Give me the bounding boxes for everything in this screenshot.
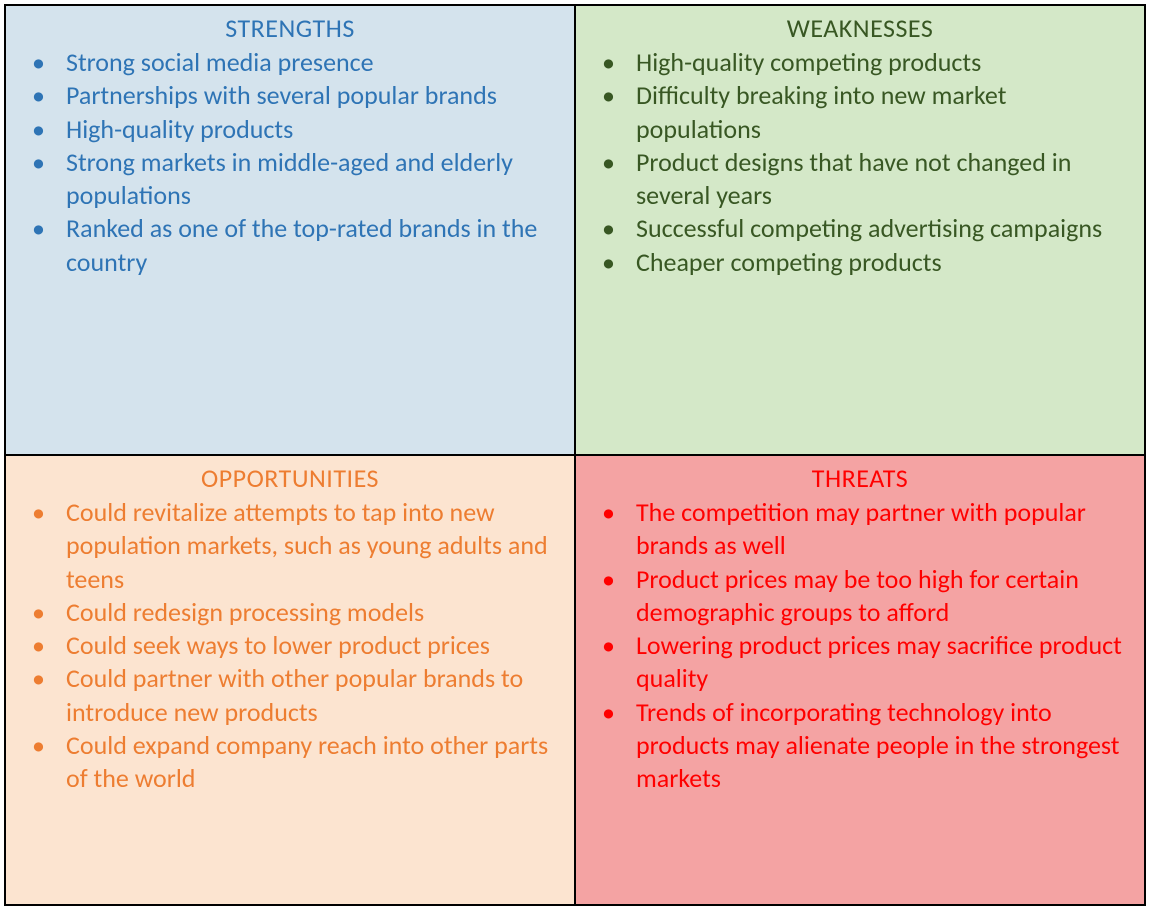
list-item: Cheaper competing products: [620, 246, 1130, 279]
strengths-list: Strong social media presencePartnerships…: [20, 46, 560, 279]
opportunities-title: OPPORTUNITIES: [20, 462, 560, 494]
list-item: High-quality products: [50, 113, 560, 146]
list-item: Ranked as one of the top-rated brands in…: [50, 212, 560, 279]
weaknesses-title: WEAKNESSES: [590, 12, 1130, 44]
list-item: Could seek ways to lower product prices: [50, 629, 560, 662]
list-item: High-quality competing products: [620, 46, 1130, 79]
strengths-title: STRENGTHS: [20, 12, 560, 44]
list-item: Product designs that have not changed in…: [620, 146, 1130, 213]
opportunities-list: Could revitalize attempts to tap into ne…: [20, 496, 560, 795]
list-item: Strong markets in middle-aged and elderl…: [50, 146, 560, 213]
swot-matrix: STRENGTHS Strong social media presencePa…: [4, 4, 1146, 906]
quadrant-weaknesses: WEAKNESSES High-quality competing produc…: [575, 5, 1145, 455]
list-item: The competition may partner with popular…: [620, 496, 1130, 563]
list-item: Product prices may be too high for certa…: [620, 563, 1130, 630]
list-item: Could redesign processing models: [50, 596, 560, 629]
weaknesses-list: High-quality competing productsDifficult…: [590, 46, 1130, 279]
quadrant-strengths: STRENGTHS Strong social media presencePa…: [5, 5, 575, 455]
list-item: Strong social media presence: [50, 46, 560, 79]
quadrant-threats: THREATS The competition may partner with…: [575, 455, 1145, 905]
list-item: Could revitalize attempts to tap into ne…: [50, 496, 560, 596]
list-item: Partnerships with several popular brands: [50, 79, 560, 112]
list-item: Could expand company reach into other pa…: [50, 729, 560, 796]
quadrant-opportunities: OPPORTUNITIES Could revitalize attempts …: [5, 455, 575, 905]
list-item: Could partner with other popular brands …: [50, 662, 560, 729]
list-item: Successful competing advertising campaig…: [620, 212, 1130, 245]
threats-list: The competition may partner with popular…: [590, 496, 1130, 795]
list-item: Lowering product prices may sacrifice pr…: [620, 629, 1130, 696]
list-item: Difficulty breaking into new market popu…: [620, 79, 1130, 146]
threats-title: THREATS: [590, 462, 1130, 494]
list-item: Trends of incorporating technology into …: [620, 696, 1130, 796]
